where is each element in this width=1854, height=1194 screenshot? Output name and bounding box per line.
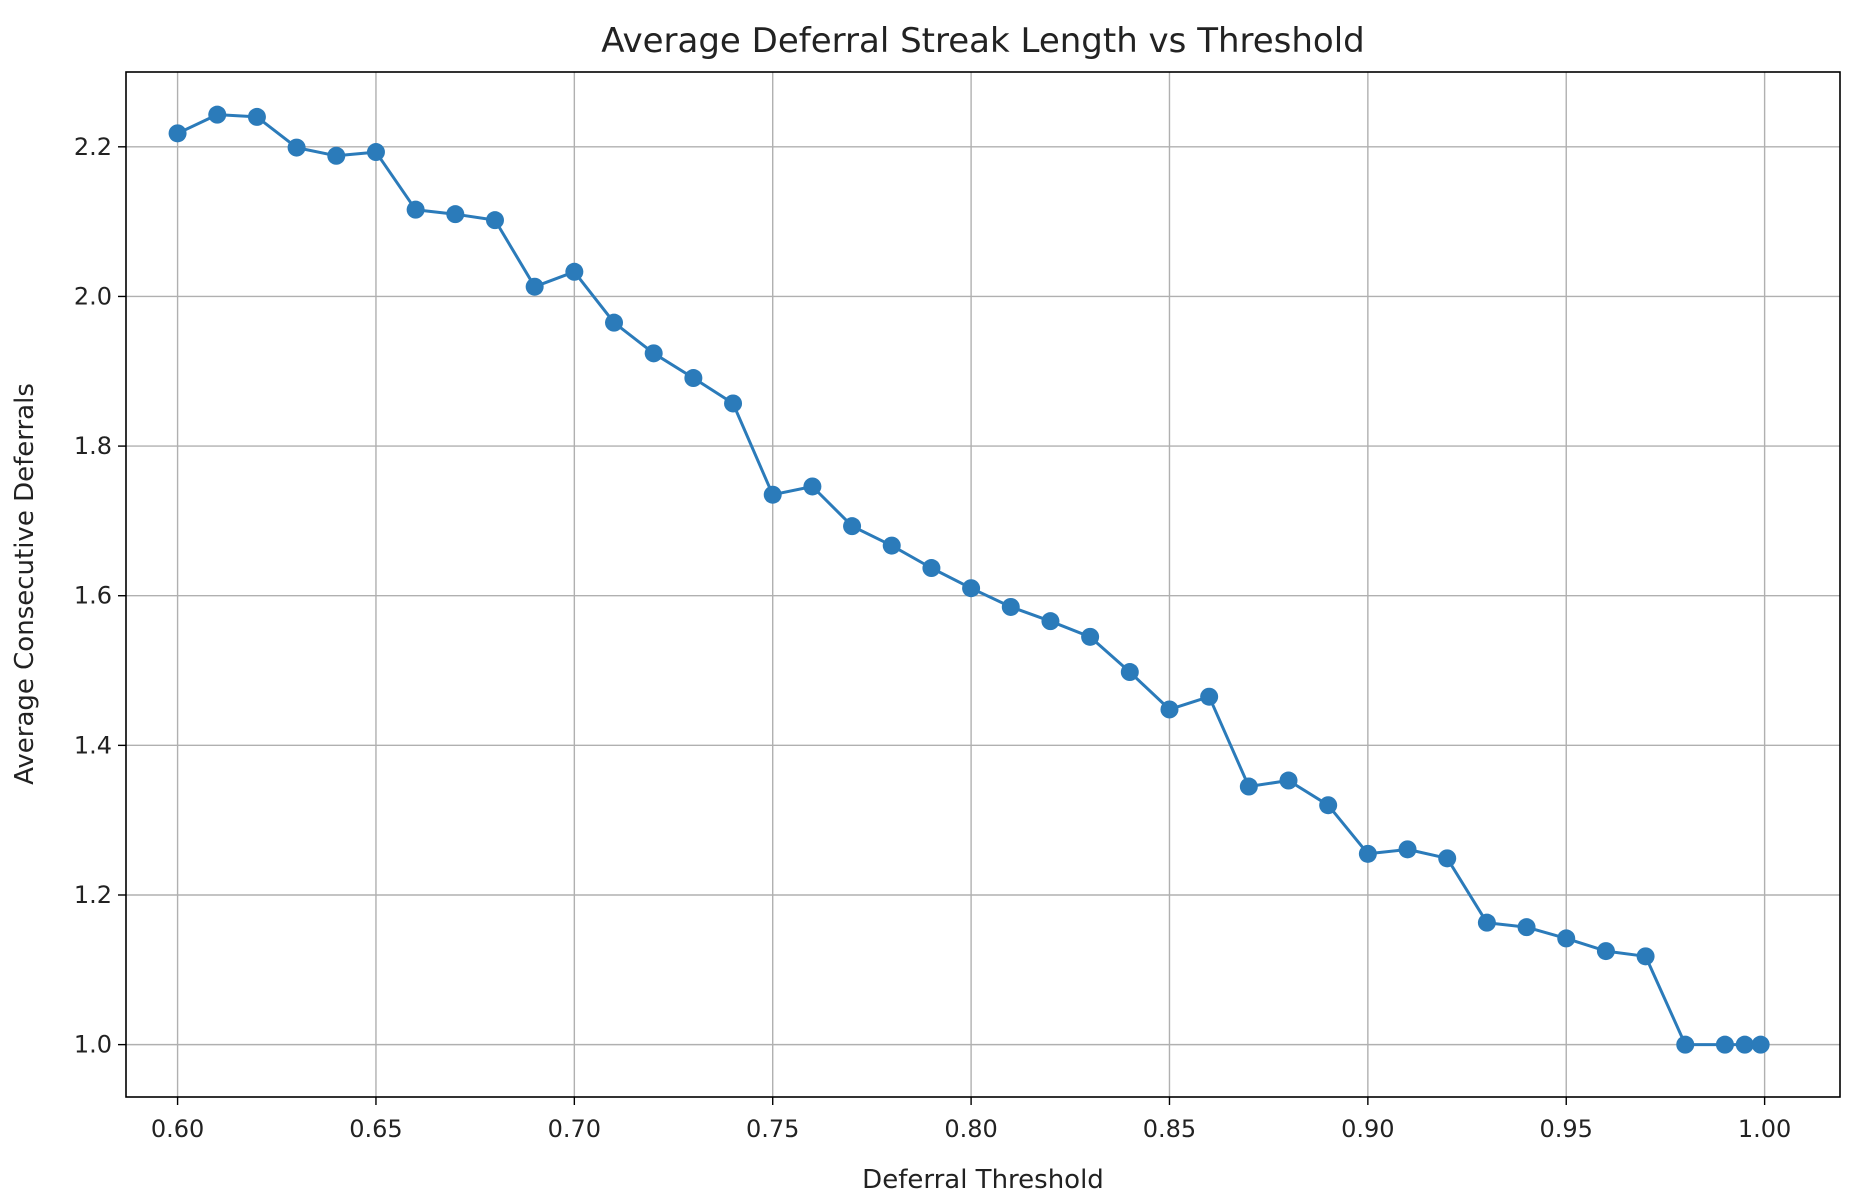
x-tick-label: 0.60: [151, 1115, 204, 1143]
y-tick-label: 2.2: [74, 133, 112, 161]
data-point: [1358, 844, 1377, 863]
data-point: [565, 262, 584, 281]
data-point: [168, 124, 187, 143]
data-point: [1715, 1035, 1734, 1054]
data-point: [1517, 918, 1536, 937]
data-point: [1477, 913, 1496, 932]
x-tick-label: 0.65: [349, 1115, 402, 1143]
data-point: [962, 579, 981, 598]
data-point: [1041, 612, 1060, 631]
data-point: [1636, 947, 1655, 966]
data-point: [485, 211, 504, 230]
x-tick-label: 0.85: [1143, 1115, 1196, 1143]
x-axis-label: Deferral Threshold: [862, 1165, 1104, 1194]
chart-title: Average Deferral Streak Length vs Thresh…: [601, 21, 1365, 61]
x-tick-label: 0.95: [1540, 1115, 1593, 1143]
data-point: [1239, 777, 1258, 796]
data-point: [724, 394, 743, 413]
data-point: [1081, 627, 1100, 646]
data-point: [843, 517, 862, 536]
series-layer: [168, 105, 1770, 1054]
data-point: [1398, 840, 1417, 859]
data-point: [1557, 929, 1576, 948]
data-point: [1120, 663, 1139, 682]
data-point: [1438, 849, 1457, 868]
data-point: [1735, 1035, 1754, 1054]
data-point: [1200, 687, 1219, 706]
data-point: [366, 143, 385, 162]
data-point: [327, 146, 346, 165]
data-point: [1676, 1035, 1695, 1054]
data-point: [525, 277, 544, 296]
grid-lines: [126, 72, 1840, 1097]
y-tick-label: 1.0: [74, 1031, 112, 1059]
x-tick-label: 0.90: [1341, 1115, 1394, 1143]
data-point: [882, 536, 901, 555]
y-tick-label: 1.2: [74, 881, 112, 909]
y-tick-label: 1.6: [74, 582, 112, 610]
data-point: [1001, 597, 1020, 616]
data-point: [247, 107, 266, 126]
data-point: [1751, 1035, 1770, 1054]
data-point: [406, 200, 425, 219]
data-point: [803, 477, 822, 496]
y-tick-label: 1.8: [74, 432, 112, 460]
data-point: [287, 138, 306, 157]
x-tick-label: 0.80: [944, 1115, 997, 1143]
data-point: [446, 205, 465, 224]
y-tick-label: 2.0: [74, 282, 112, 310]
data-point: [763, 485, 782, 504]
data-point: [1160, 700, 1179, 719]
data-point: [1319, 796, 1338, 815]
data-point: [1279, 771, 1298, 790]
y-tick-label: 1.4: [74, 731, 112, 759]
x-tick-label: 0.75: [746, 1115, 799, 1143]
y-axis-label: Average Consecutive Deferrals: [10, 383, 40, 785]
data-point: [644, 344, 663, 363]
plot-frame: [125, 71, 1841, 1098]
data-point: [605, 313, 624, 332]
data-point: [922, 559, 941, 578]
data-point: [208, 105, 227, 124]
x-tick-label: 1.00: [1738, 1115, 1791, 1143]
data-point: [684, 369, 703, 388]
axes: 0.60 0.65 0.70 0.75 0.80 0.85 0.90 0.95 1.00 1.0 1…: [74, 133, 1792, 1143]
x-tick-label: 0.70: [548, 1115, 601, 1143]
data-point: [1596, 942, 1615, 961]
